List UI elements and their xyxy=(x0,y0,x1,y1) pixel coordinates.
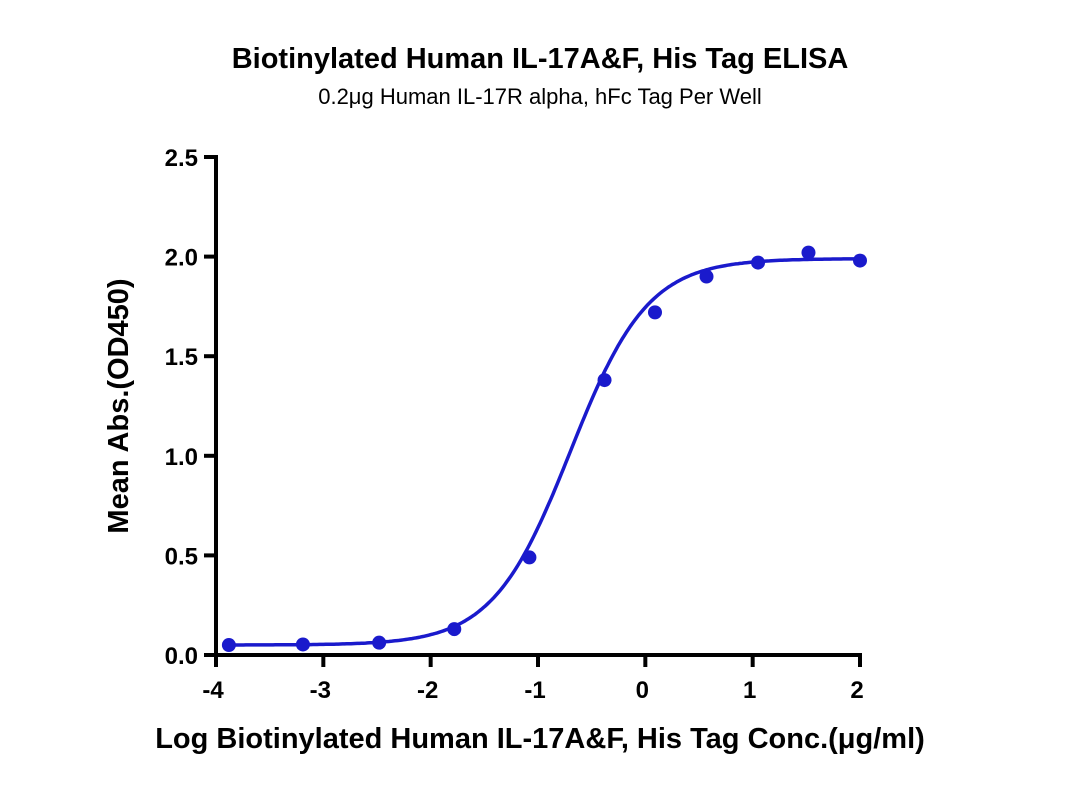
fit-curve xyxy=(228,257,860,647)
data-point xyxy=(372,635,387,650)
data-point xyxy=(801,245,816,260)
x-tick-label: 1 xyxy=(743,677,756,704)
chart-subtitle: 0.2μg Human IL-17R alpha, hFc Tag Per We… xyxy=(318,84,762,109)
x-tick-label: -2 xyxy=(417,677,438,704)
y-tick-label: 2.0 xyxy=(165,245,198,272)
chart-title: Biotinylated Human IL-17A&F, His Tag ELI… xyxy=(232,43,849,75)
data-point xyxy=(751,255,766,270)
y-tick-label: 1.5 xyxy=(165,344,198,371)
y-axis-label: Mean Abs.(OD450) xyxy=(103,278,135,533)
data-point xyxy=(295,637,310,652)
x-tick-label: 2 xyxy=(850,677,863,704)
data-point xyxy=(647,305,662,320)
data-point xyxy=(522,550,537,565)
y-tick-label: 1.0 xyxy=(165,444,198,471)
data-point xyxy=(221,638,236,653)
y-tick-label: 2.5 xyxy=(165,145,198,172)
x-axis-label: Log Biotinylated Human IL-17A&F, His Tag… xyxy=(155,723,925,755)
x-tick-label: -4 xyxy=(202,677,224,704)
y-tick-label: 0.0 xyxy=(165,643,198,670)
x-tick-label: -3 xyxy=(310,677,331,704)
data-point xyxy=(597,373,612,388)
data-point xyxy=(853,253,867,268)
data-point xyxy=(699,269,714,284)
data-point xyxy=(447,622,462,637)
x-tick-label: -1 xyxy=(524,677,545,704)
x-tick-label: 0 xyxy=(636,677,649,704)
y-tick-label: 0.5 xyxy=(165,543,198,570)
